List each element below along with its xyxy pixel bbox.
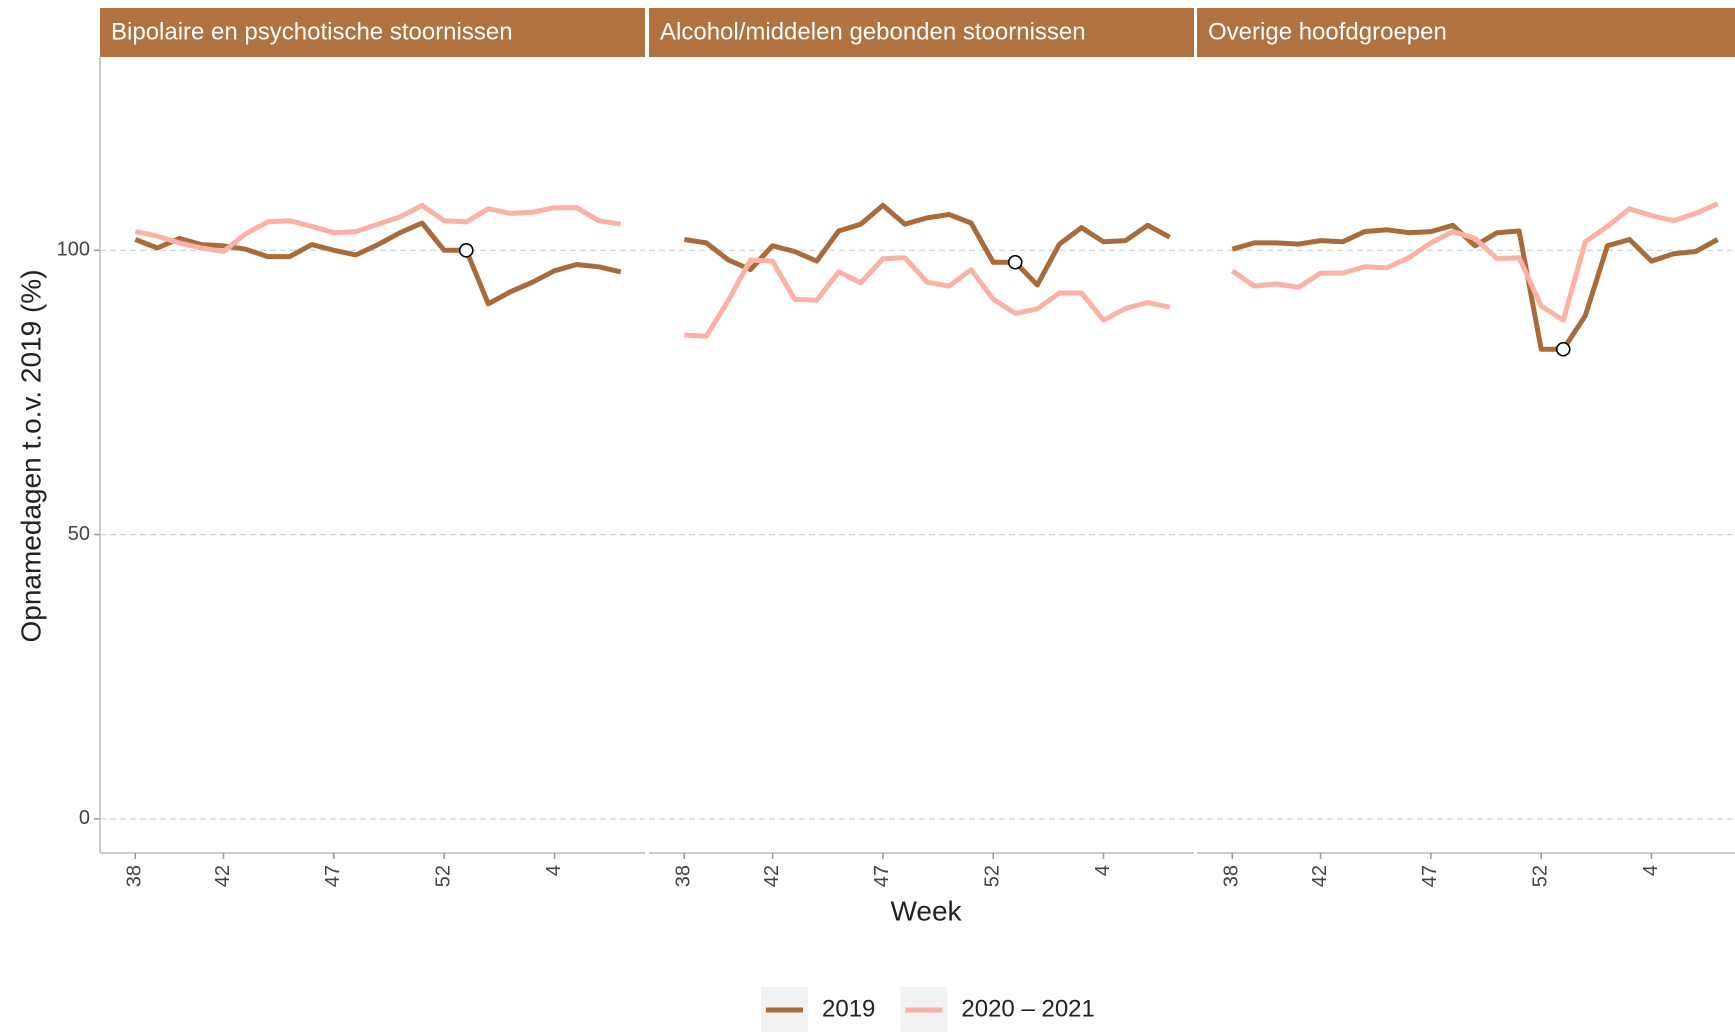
- x-tick-label: 4: [1640, 865, 1662, 876]
- x-tick-label: 52: [1529, 865, 1551, 887]
- x-tick-label: 4: [543, 865, 565, 876]
- x-tick-label: 47: [871, 865, 893, 887]
- series-line: [1230, 201, 1719, 323]
- highlight-marker: [1555, 341, 1571, 357]
- x-tick-label: 42: [1309, 865, 1331, 887]
- x-axis-title: Week: [890, 895, 962, 926]
- series-line: [134, 202, 622, 254]
- facet-strip: [100, 8, 645, 57]
- highlight-marker: [458, 243, 474, 258]
- highlight-marker: [1007, 254, 1023, 270]
- legend-label: 2020 – 2021: [961, 995, 1094, 1022]
- facet-title: Overige hoofdgroepen: [1208, 18, 1447, 45]
- y-tick-label: 50: [68, 523, 90, 545]
- facet-strip: [1197, 8, 1735, 57]
- x-tick-label: 38: [673, 865, 695, 887]
- x-tick-label: 42: [761, 865, 783, 887]
- x-tick-label: 38: [1221, 865, 1243, 887]
- series-line: [683, 202, 1171, 288]
- x-tick-label: 42: [212, 865, 234, 887]
- x-tick-label: 47: [1419, 865, 1441, 887]
- x-tick-label: 38: [124, 865, 146, 887]
- y-tick-label: 0: [79, 807, 90, 829]
- facet-title: Alcohol/middelen gebonden stoornissen: [660, 18, 1086, 45]
- series-line: [684, 255, 1171, 339]
- x-tick-label: 52: [981, 865, 1003, 887]
- facet-title: Bipolaire en psychotische stoornissen: [111, 18, 513, 45]
- y-axis-title: Opnamedagen t.o.v. 2019 (%): [15, 269, 46, 642]
- x-tick-label: 52: [432, 865, 454, 887]
- x-tick-label: 47: [322, 865, 344, 887]
- series-line: [1231, 222, 1719, 352]
- series-line: [134, 220, 622, 307]
- x-tick-label: 4: [1092, 865, 1114, 876]
- legend-label: 2019: [822, 995, 875, 1022]
- y-tick-label: 100: [57, 239, 90, 261]
- facet-strip: [649, 8, 1194, 57]
